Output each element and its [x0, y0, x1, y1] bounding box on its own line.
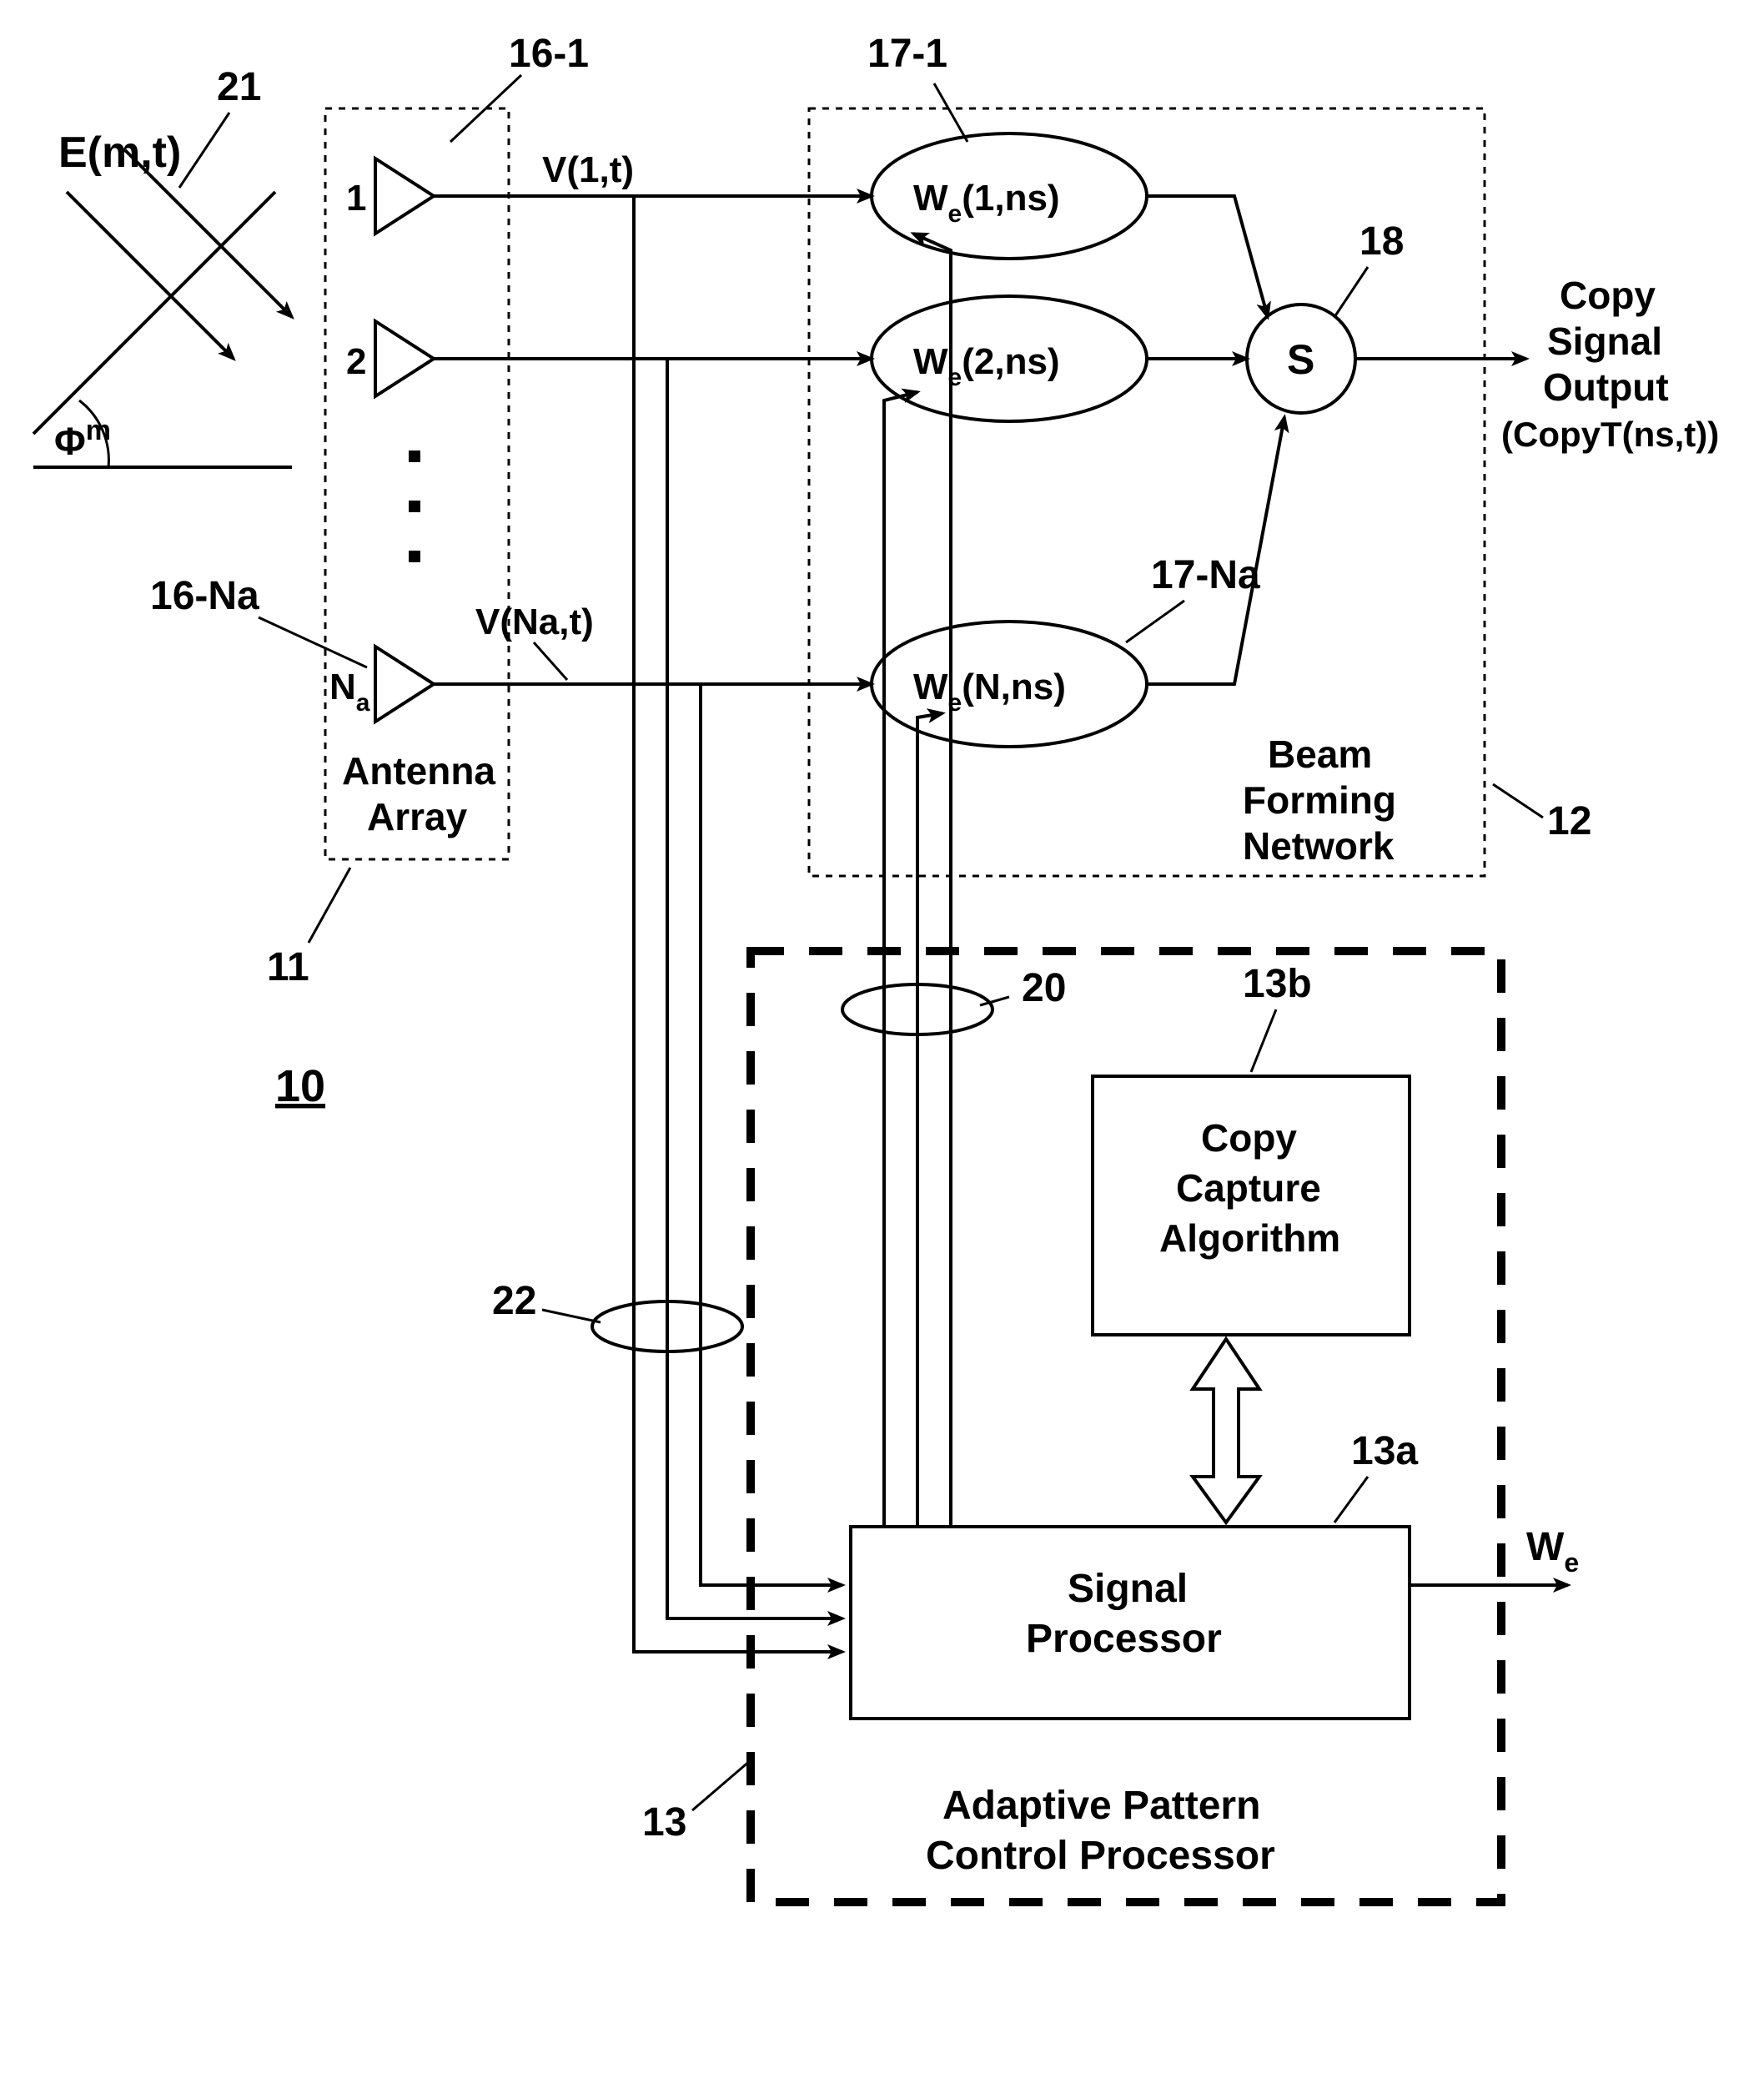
- ref-18: 18: [1359, 219, 1404, 264]
- ref-13b: 13b: [1243, 962, 1312, 1006]
- ref-10: 10: [275, 1061, 325, 1111]
- dots-3: [409, 551, 420, 562]
- antenna-array-box: [325, 108, 509, 859]
- label-phi-sup: m: [86, 415, 111, 446]
- weight-2-text: We(2,ns): [913, 341, 1060, 391]
- we-out: We: [1526, 1525, 1579, 1578]
- ref-22: 22: [492, 1279, 536, 1323]
- label-phi: Φm: [54, 415, 111, 463]
- w2-post: (2,ns): [962, 341, 1059, 382]
- out-l3: Output: [1543, 365, 1669, 409]
- sp-l1: Signal: [1068, 1567, 1188, 1611]
- ant2-index: 2: [346, 341, 366, 382]
- ref-17-na: 17-Na: [1151, 553, 1260, 597]
- label-phi-base: Φ: [54, 420, 86, 463]
- w2-pre: W: [913, 341, 948, 382]
- antenna-array-l1: Antenna: [342, 749, 495, 793]
- antenna-1: 1: [346, 159, 434, 234]
- dots-2: [409, 501, 420, 512]
- weight-1-text: We(1,ns): [913, 178, 1060, 228]
- we-pre: W: [1526, 1525, 1565, 1569]
- antNa-index: Na: [329, 667, 370, 717]
- diagram-canvas: E(m,t) Φm 21 16-1 1 2 Na 16-Na Antenna A…: [0, 0, 1764, 2099]
- double-arrow: [1193, 1339, 1259, 1523]
- antNa-a: a: [356, 689, 370, 717]
- bfn-l1: Beam: [1268, 732, 1372, 776]
- ref-21: 21: [217, 65, 261, 109]
- wn-pre: W: [913, 667, 948, 707]
- cca-l2: Capture: [1176, 1166, 1321, 1210]
- wn-post: (N,ns): [962, 667, 1066, 707]
- ref-13: 13: [642, 1800, 686, 1845]
- sp-l2: Processor: [1026, 1617, 1222, 1661]
- cca-l1: Copy: [1201, 1116, 1297, 1160]
- ant1-index: 1: [346, 178, 366, 219]
- bfn-l3: Network: [1243, 824, 1395, 868]
- apcp-box: [751, 951, 1501, 1902]
- ref-20: 20: [1022, 966, 1066, 1010]
- out-l1: Copy: [1560, 274, 1656, 317]
- w1-post: (1,ns): [962, 178, 1059, 219]
- out-l2: Signal: [1547, 320, 1662, 363]
- w1-pre: W: [913, 178, 948, 219]
- ref-16-na: 16-Na: [150, 574, 259, 618]
- label-emt: E(m,t): [58, 128, 181, 177]
- apcp-l1: Adaptive Pattern: [942, 1784, 1260, 1828]
- bfn-l2: Forming: [1243, 778, 1396, 822]
- ref-11: 11: [267, 945, 309, 989]
- out-l4: (CopyT(ns,t)): [1501, 415, 1719, 454]
- cca-l3: Algorithm: [1159, 1216, 1340, 1260]
- label-v1: V(1,t): [542, 149, 634, 190]
- label-vna: V(Na,t): [475, 602, 594, 642]
- ref-12: 12: [1547, 799, 1591, 843]
- weight-n-text: We(N,ns): [913, 667, 1066, 717]
- antenna-array-l2: Array: [367, 795, 468, 838]
- we-sub: e: [1564, 1548, 1579, 1578]
- ref-16-1: 16-1: [509, 32, 589, 76]
- antenna-2: 2: [346, 321, 434, 396]
- sum-label: S: [1287, 336, 1314, 383]
- ref-13a: 13a: [1351, 1429, 1418, 1473]
- dots-1: [409, 451, 420, 462]
- w1-sub: e: [948, 200, 962, 228]
- ref-17-1: 17-1: [867, 32, 947, 76]
- apcp-l2: Control Processor: [926, 1834, 1275, 1878]
- antNa-N: N: [329, 667, 356, 707]
